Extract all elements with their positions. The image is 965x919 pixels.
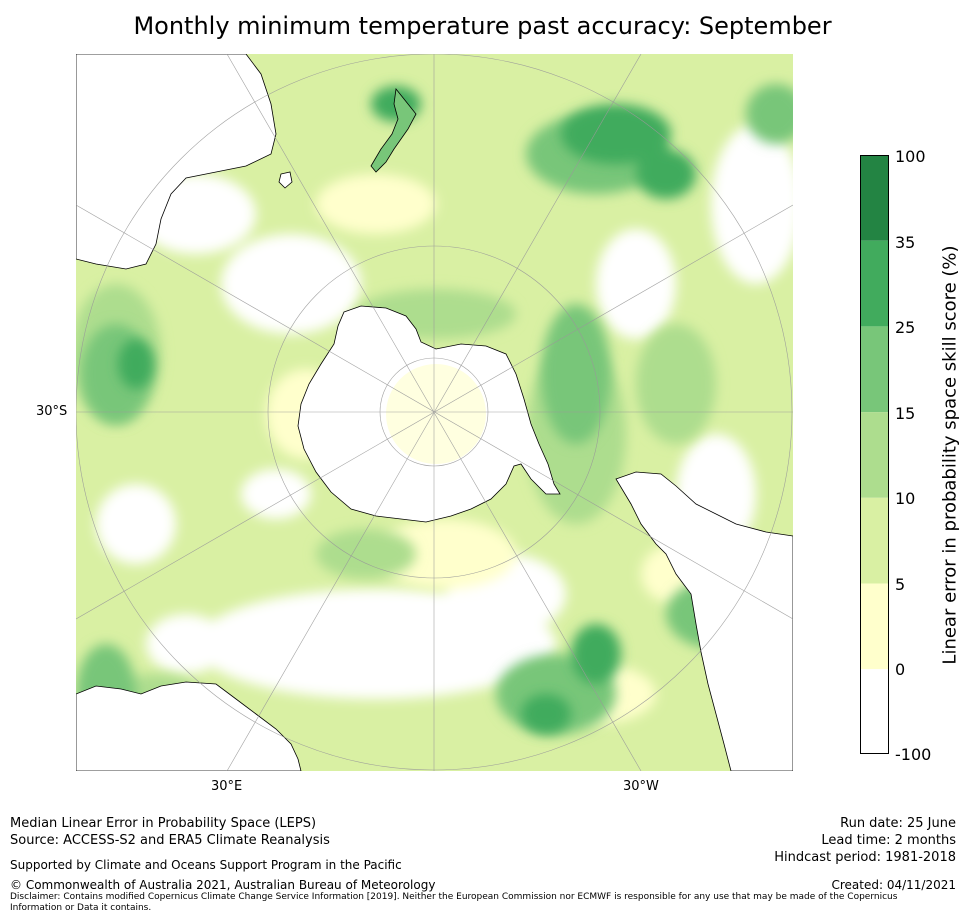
colorbar-tick-0: 0 [895,660,906,679]
footer-disclaimer: Disclaimer: Contains modified Copernicus… [10,892,898,913]
lon-label-30e: 30°E [211,779,243,794]
colorbar-bin-5-10 [860,497,889,584]
south-america-outline [615,471,793,771]
colorbar-label: Linear error in probability space skill … [939,245,961,665]
skill-score-map [76,54,793,771]
colorbar-bin-10-15 [860,412,889,498]
footer-hindcast: Hindcast period: 1981-2018 [774,850,956,865]
tasmania-outline [278,171,293,189]
colorbar-tick-35: 35 [895,233,916,252]
colorbar-bin-neg100-0 [860,669,889,755]
footer-lead-time: Lead time: 2 months [821,833,956,848]
colorbar-bin-35-100 [860,155,889,241]
footer-method: Median Linear Error in Probability Space… [10,816,317,831]
lon-label-30w: 30°W [623,779,659,794]
footer-support: Supported by Climate and Oceans Support … [10,858,402,872]
footer-created: Created: 04/11/2021 [831,878,956,892]
colorbar-bin-25-35 [860,240,889,327]
colorbar-bin-15-25 [860,326,889,413]
footer-run-date: Run date: 25 June [840,816,956,831]
colorbar-frame [860,155,889,754]
polar-cap-patch [386,364,486,464]
lat-label-30s: 30°S [36,404,68,419]
graticule [76,54,793,771]
colorbar-tick-100: 100 [895,147,926,166]
colorbar-tick-5: 5 [895,575,906,594]
australia-outline [76,54,277,270]
africa-outline [76,681,302,771]
colorbar-bin-0-5 [860,583,889,670]
chart-title: Monthly minimum temperature past accurac… [133,12,832,40]
colorbar-tick-minus100: -100 [895,745,932,764]
colorbar [860,155,889,755]
footer-source: Source: ACCESS-S2 and ERA5 Climate Reana… [10,833,330,848]
new-zealand-outline [370,88,417,173]
colorbar-tick-25: 25 [895,318,916,337]
colorbar-tick-15: 15 [895,404,916,423]
footer-copyright: © Commonwealth of Australia 2021, Austra… [10,878,436,892]
colorbar-tick-10: 10 [895,489,916,508]
